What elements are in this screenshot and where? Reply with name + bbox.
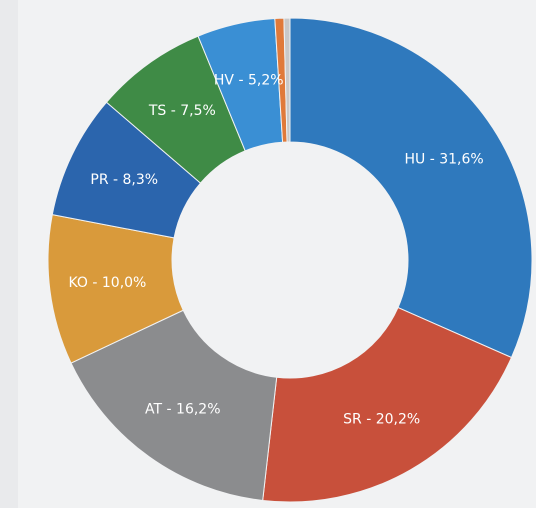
slice-label: HV - 5,2% bbox=[214, 73, 284, 89]
slice-label: TS - 7,5% bbox=[148, 103, 216, 119]
slice-label: PR - 8,3% bbox=[90, 172, 158, 188]
slice-label: HU - 31,6% bbox=[405, 151, 484, 167]
slice-label: KO - 10,0% bbox=[69, 275, 147, 291]
slice-label: SR - 20,2% bbox=[343, 412, 420, 428]
donut-slice bbox=[262, 306, 513, 503]
donut-slice bbox=[283, 17, 291, 143]
slice-label: AT - 16,2% bbox=[145, 402, 220, 418]
donut-slice bbox=[289, 17, 533, 359]
donut-slice bbox=[70, 309, 278, 502]
